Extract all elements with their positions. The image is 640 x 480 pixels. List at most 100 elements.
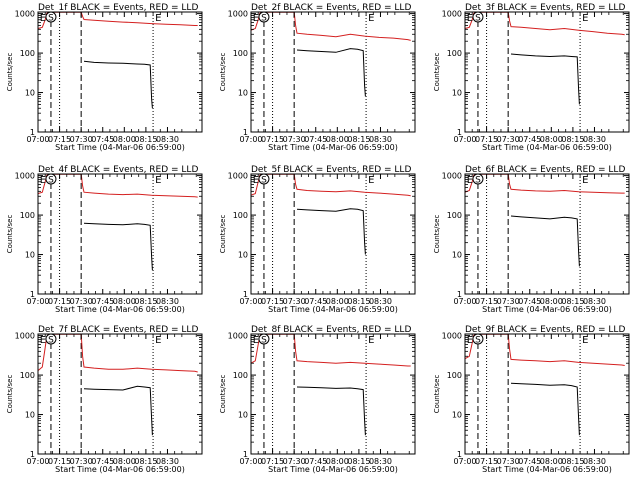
x-tick-label: 07:00 bbox=[453, 135, 476, 144]
y-axis-label: Counts/sec bbox=[219, 375, 227, 414]
eclipse-end-marker: E bbox=[155, 335, 161, 346]
x-axis-label: Start Time (04-Mar-06 06:59:00) bbox=[268, 465, 398, 474]
y-axis-label: Counts/sec bbox=[433, 375, 441, 414]
eclipse-end-marker: E bbox=[582, 175, 588, 186]
panel-det-9: Det_9f BLACK = Events, RED = LLD Counts/s… bbox=[433, 325, 630, 474]
y-tick-label: 1000 bbox=[442, 332, 462, 341]
y-tick-label: 1 bbox=[30, 290, 35, 299]
saa-marker-circle bbox=[258, 333, 270, 345]
eclipse-start-marker: E bbox=[253, 13, 259, 24]
saa-marker-label: S bbox=[48, 14, 54, 24]
saa-marker-circle bbox=[258, 173, 270, 185]
plot-frame bbox=[37, 173, 203, 295]
x-tick-label: 07:30 bbox=[283, 135, 306, 144]
plot-frame bbox=[250, 11, 416, 133]
x-tick-label: 07:30 bbox=[497, 457, 520, 466]
saa-marker-circle bbox=[45, 333, 57, 345]
y-tick-label: 1000 bbox=[15, 172, 35, 181]
y-tick-label: 10 bbox=[452, 251, 462, 260]
y-axis-label: Counts/sec bbox=[6, 215, 14, 254]
y-axis-label: Counts/sec bbox=[6, 53, 14, 92]
x-tick-label: 07:45 bbox=[518, 457, 541, 466]
plot-frame bbox=[464, 333, 630, 455]
saa-marker-circle bbox=[258, 11, 270, 23]
y-tick-label: 1 bbox=[30, 128, 35, 137]
y-tick-label: 100 bbox=[233, 211, 248, 220]
panel-det-5: Det_5f BLACK = Events, RED = LLD Counts/s… bbox=[219, 165, 416, 314]
x-tick-label: 08:30 bbox=[583, 135, 606, 144]
eclipse-end-marker: E bbox=[155, 175, 161, 186]
x-tick-label: 07:15 bbox=[261, 297, 284, 306]
series-events-line bbox=[83, 222, 153, 271]
series-events-line bbox=[83, 385, 153, 436]
x-tick-label: 08:00 bbox=[113, 457, 136, 466]
x-tick-label: 08:15 bbox=[561, 297, 584, 306]
x-tick-label: 08:00 bbox=[326, 457, 349, 466]
x-tick-label: 08:30 bbox=[583, 457, 606, 466]
x-tick-label: 08:00 bbox=[326, 135, 349, 144]
x-axis-label: Start Time (04-Mar-06 06:59:00) bbox=[268, 143, 398, 152]
y-tick-label: 10 bbox=[238, 411, 248, 420]
y-tick-label: 10 bbox=[25, 411, 35, 420]
x-tick-label: 07:00 bbox=[239, 135, 262, 144]
y-tick-label: 10 bbox=[452, 411, 462, 420]
y-tick-label: 1 bbox=[457, 290, 462, 299]
x-tick-label: 07:15 bbox=[48, 457, 71, 466]
eclipse-start-marker: E bbox=[253, 335, 259, 346]
series-lld-line bbox=[464, 11, 625, 36]
y-tick-label: 100 bbox=[20, 371, 35, 380]
x-tick-label: 08:15 bbox=[561, 135, 584, 144]
series-lld-line bbox=[464, 333, 625, 366]
y-tick-label: 1 bbox=[243, 128, 248, 137]
x-axis-label: Start Time (04-Mar-06 06:59:00) bbox=[482, 143, 612, 152]
x-axis-label: Start Time (04-Mar-06 06:59:00) bbox=[268, 305, 398, 314]
panel-det-2: Det_2f BLACK = Events, RED = LLD Counts/s… bbox=[219, 3, 416, 152]
eclipse-end-marker: E bbox=[582, 13, 588, 24]
panel-title: Det_5f BLACK = Events, RED = LLD bbox=[251, 165, 411, 175]
x-tick-label: 07:45 bbox=[91, 135, 114, 144]
x-tick-label: 08:30 bbox=[369, 457, 392, 466]
plot-frame bbox=[37, 333, 203, 455]
panel-det-8: Det_8f BLACK = Events, RED = LLD Counts/s… bbox=[219, 325, 416, 474]
y-axis-label: Counts/sec bbox=[6, 375, 14, 414]
series-events-line bbox=[510, 215, 580, 267]
y-tick-label: 100 bbox=[20, 49, 35, 58]
panel-title: Det_1f BLACK = Events, RED = LLD bbox=[38, 3, 198, 13]
eclipse-start-marker: E bbox=[40, 335, 46, 346]
x-tick-label: 08:00 bbox=[540, 135, 563, 144]
series-events-line bbox=[296, 208, 366, 255]
x-tick-label: 07:00 bbox=[26, 457, 49, 466]
y-tick-label: 1 bbox=[243, 290, 248, 299]
x-tick-label: 08:15 bbox=[561, 457, 584, 466]
y-axis-label: Counts/sec bbox=[219, 215, 227, 254]
eclipse-start-marker: E bbox=[40, 13, 46, 24]
eclipse-end-marker: E bbox=[582, 335, 588, 346]
panel-det-6: Det_6f BLACK = Events, RED = LLD Counts/s… bbox=[433, 165, 630, 314]
y-tick-label: 10 bbox=[452, 89, 462, 98]
y-tick-label: 1000 bbox=[228, 10, 248, 19]
y-tick-label: 1000 bbox=[442, 10, 462, 19]
y-tick-label: 100 bbox=[447, 371, 462, 380]
y-tick-label: 100 bbox=[20, 211, 35, 220]
x-tick-label: 08:30 bbox=[583, 297, 606, 306]
series-events-line bbox=[83, 60, 153, 109]
series-lld-line bbox=[250, 11, 411, 41]
saa-marker-label: S bbox=[261, 176, 267, 186]
panel-det-1: Det_1f BLACK = Events, RED = LLD Counts/s… bbox=[6, 3, 203, 152]
y-axis-label: Counts/sec bbox=[433, 53, 441, 92]
x-tick-label: 08:30 bbox=[156, 457, 179, 466]
y-tick-label: 1000 bbox=[228, 332, 248, 341]
plot-frame bbox=[464, 11, 630, 133]
panel-title: Det_7f BLACK = Events, RED = LLD bbox=[38, 325, 198, 335]
x-tick-label: 07:45 bbox=[304, 297, 327, 306]
saa-marker-circle bbox=[472, 333, 484, 345]
eclipse-end-marker: E bbox=[368, 13, 374, 24]
x-axis-label: Start Time (04-Mar-06 06:59:00) bbox=[482, 465, 612, 474]
x-tick-label: 07:00 bbox=[239, 297, 262, 306]
x-tick-label: 08:15 bbox=[134, 457, 157, 466]
panel-title: Det_6f BLACK = Events, RED = LLD bbox=[465, 165, 625, 175]
x-tick-label: 08:30 bbox=[369, 135, 392, 144]
x-tick-label: 08:30 bbox=[156, 135, 179, 144]
series-lld-line bbox=[464, 173, 625, 194]
panel-det-4: Det_4f BLACK = Events, RED = LLD Counts/s… bbox=[6, 165, 203, 314]
